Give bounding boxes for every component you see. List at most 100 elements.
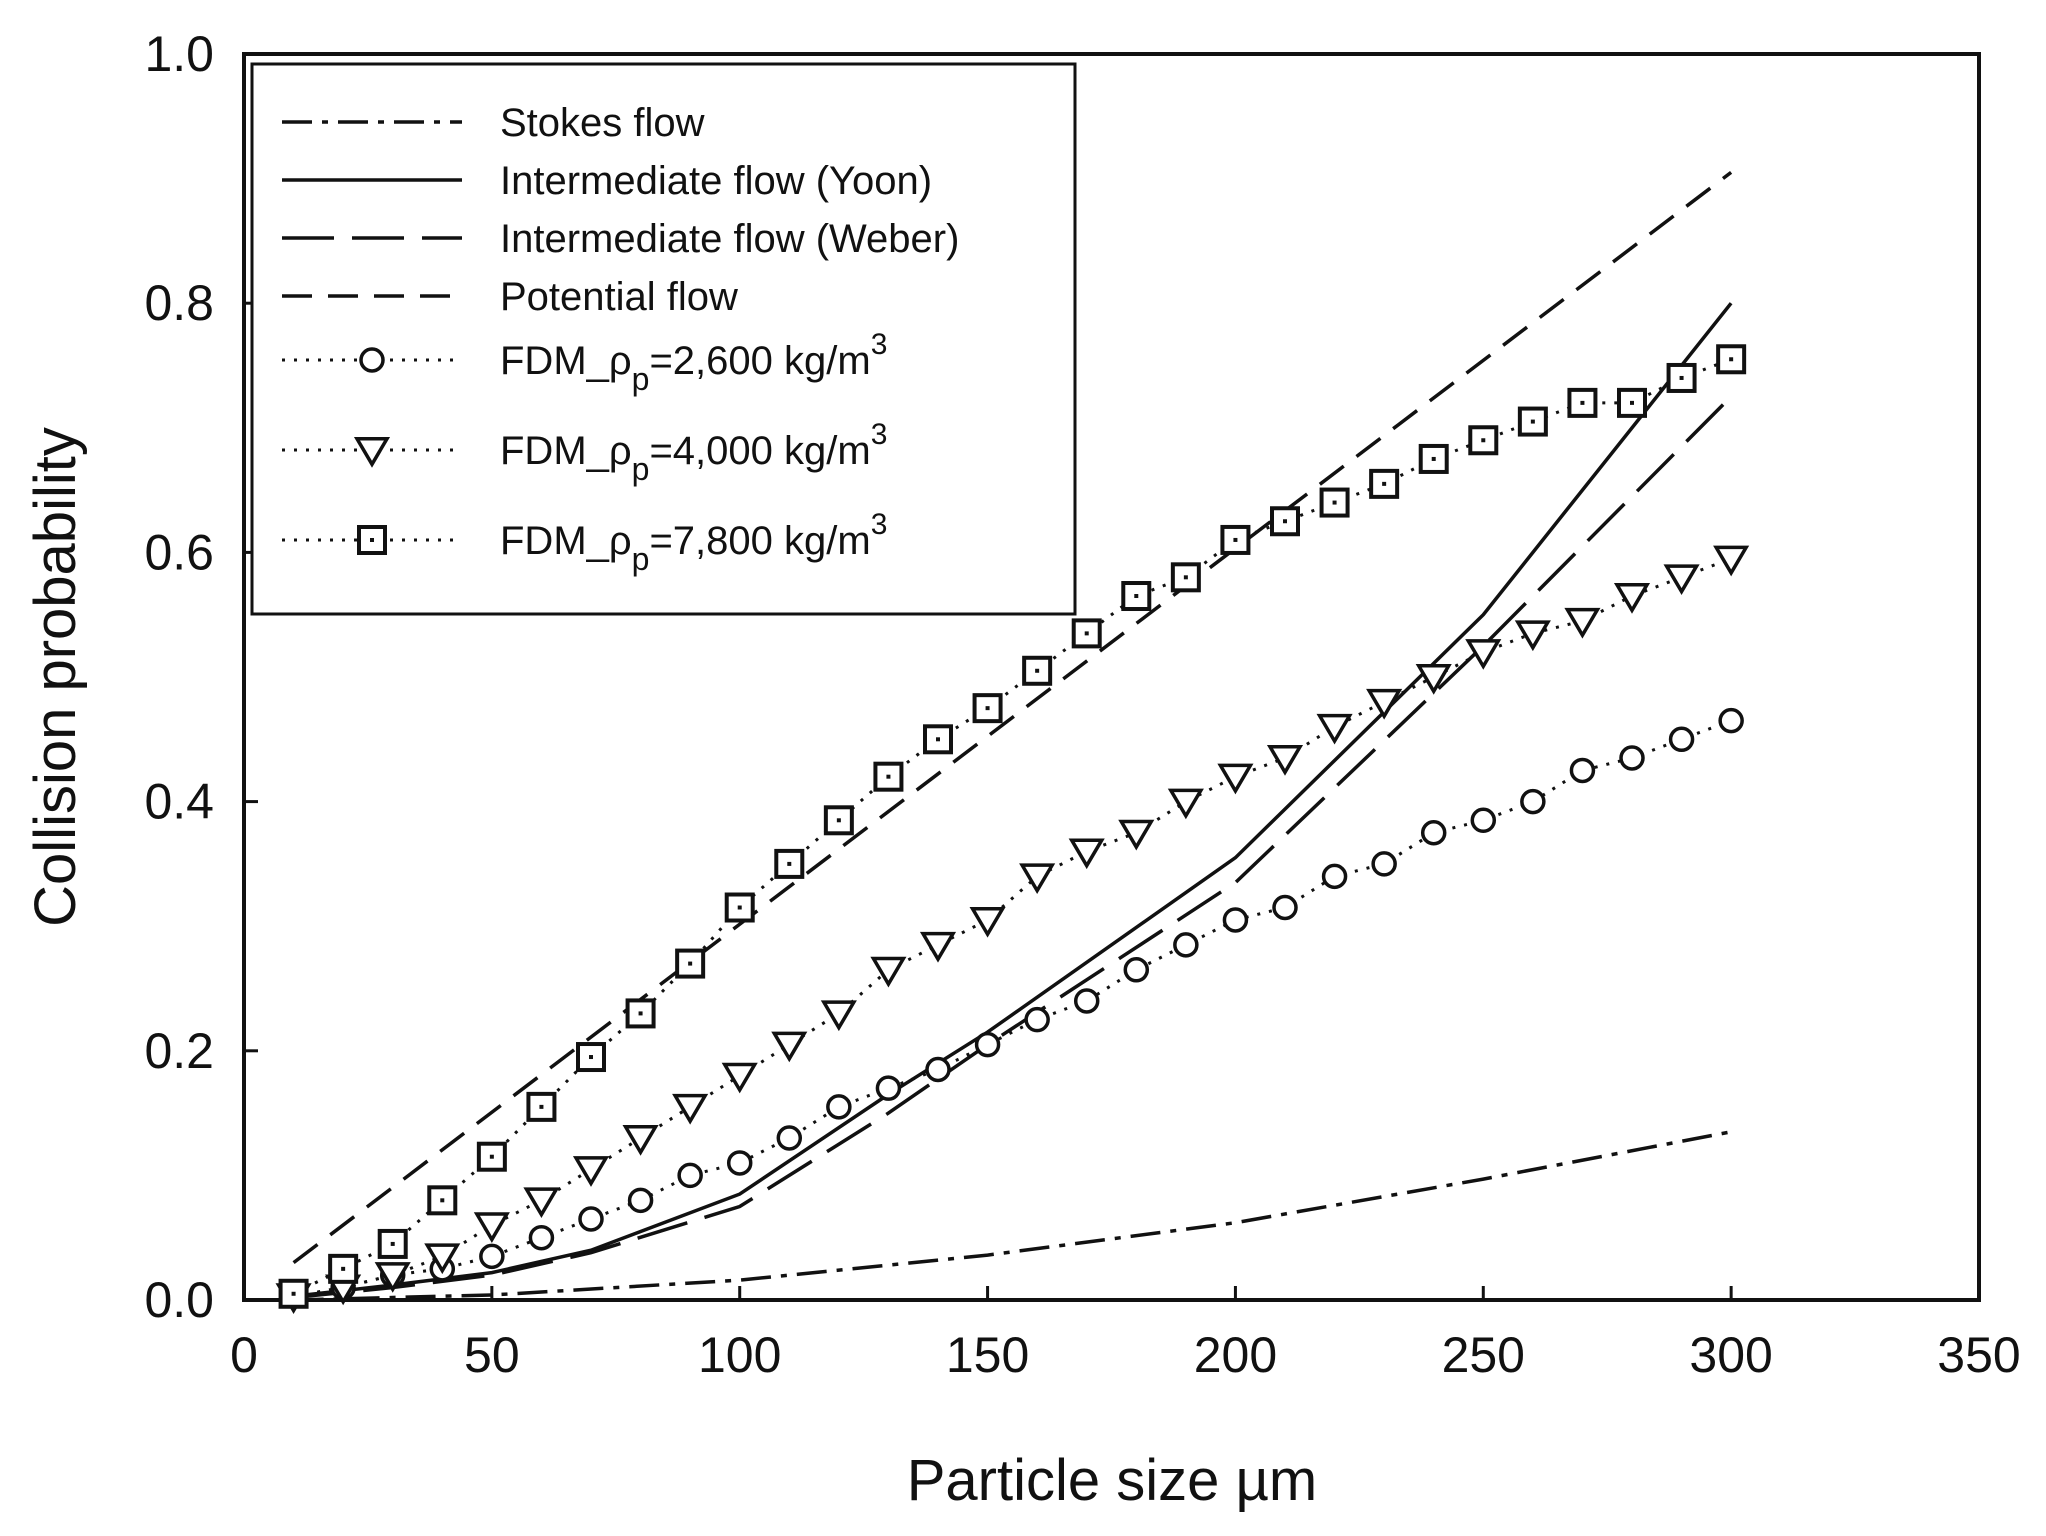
- series-line: [293, 557, 1732, 1298]
- x-tick-label: 250: [1442, 1327, 1525, 1383]
- data-point: [479, 1243, 505, 1270]
- data-point: [578, 1206, 604, 1232]
- data-point: [424, 1243, 461, 1275]
- data-point: [627, 1187, 654, 1214]
- data-point: [1418, 443, 1449, 474]
- data-point: [572, 1156, 610, 1187]
- data-point: [1321, 863, 1348, 890]
- data-point: [1569, 757, 1596, 784]
- data-point-dot: [1530, 419, 1535, 424]
- legend-item: Potential flow: [282, 275, 738, 319]
- series-line: [293, 1130, 1732, 1302]
- data-point: [473, 1212, 510, 1243]
- data-point: [1019, 863, 1056, 895]
- series-line: [293, 719, 1732, 1298]
- legend-label-part: FDM_ρ: [500, 339, 632, 383]
- data-point: [870, 956, 907, 988]
- legend-label-part: =2,600 kg/m: [649, 339, 870, 383]
- data-point-dot: [589, 1055, 593, 1060]
- data-point: [1465, 639, 1502, 670]
- legend-label-subscript: p: [632, 541, 650, 577]
- data-point: [1170, 562, 1201, 593]
- data-point-dot: [440, 1198, 445, 1203]
- series-6: [278, 344, 1747, 1309]
- y-axis-title: Collision probability: [23, 427, 88, 927]
- legend-label-superscript: 3: [871, 508, 888, 541]
- data-point: [1663, 564, 1700, 596]
- legend-label-superscript: 3: [871, 328, 888, 361]
- series-3: [292, 171, 1733, 1264]
- data-point-dot: [1233, 537, 1238, 542]
- data-point: [427, 1185, 458, 1216]
- data-point: [1668, 726, 1695, 753]
- data-point-dot: [489, 1154, 494, 1159]
- data-point: [374, 1262, 411, 1293]
- data-point: [1713, 545, 1750, 577]
- x-tick-label: 100: [698, 1327, 781, 1383]
- legend-label: Intermediate flow (Weber): [500, 217, 959, 261]
- data-point-dot: [688, 961, 693, 966]
- y-tick-label: 0.0: [144, 1272, 214, 1328]
- legend-label: Potential flow: [500, 275, 738, 319]
- y-tick-label: 0.2: [144, 1023, 214, 1079]
- data-point: [1068, 838, 1105, 870]
- data-point: [1167, 788, 1204, 820]
- legend-item: Intermediate flow (Yoon): [282, 159, 932, 203]
- series-4: [280, 707, 1744, 1310]
- data-point-dot: [1332, 500, 1337, 505]
- data-point: [771, 1031, 808, 1063]
- data-point-dot: [1035, 668, 1040, 673]
- data-point-dot: [341, 1266, 346, 1271]
- legend-label-part: FDM_ρ: [500, 429, 632, 473]
- legend-marker: [353, 437, 391, 468]
- data-point-dot: [737, 905, 742, 910]
- data-point-dot: [985, 706, 990, 711]
- data-point: [919, 931, 957, 963]
- data-point: [1217, 763, 1254, 795]
- data-point: [1270, 506, 1300, 537]
- data-point-dot: [886, 774, 891, 779]
- data-point: [672, 1093, 709, 1125]
- data-point: [1071, 618, 1102, 649]
- legend-label: FDM_ρp=2,600 kg/m3: [500, 328, 887, 397]
- data-point: [1514, 620, 1551, 652]
- data-point: [724, 892, 755, 923]
- y-tick-label: 1.0: [144, 26, 214, 82]
- data-point-dot: [390, 1241, 395, 1246]
- data-point-dot: [1481, 438, 1486, 443]
- x-tick-label: 50: [464, 1327, 520, 1383]
- x-tick-label: 300: [1689, 1327, 1772, 1383]
- data-point: [622, 1125, 659, 1156]
- legend-label: Stokes flow: [500, 101, 705, 145]
- legend-item: FDM_ρp=4,000 kg/m3: [282, 418, 887, 487]
- legend-label-superscript: 3: [871, 418, 888, 451]
- legend-marker: [359, 347, 385, 373]
- data-point: [1118, 819, 1155, 851]
- data-point: [1073, 988, 1100, 1014]
- data-point: [1619, 745, 1645, 771]
- data-point-dot: [1134, 594, 1139, 599]
- data-point-dot: [1183, 575, 1188, 580]
- x-axis-title: Particle size µm: [907, 1448, 1318, 1513]
- data-point: [1123, 957, 1150, 983]
- data-point: [278, 1278, 309, 1309]
- series-5: [275, 545, 1750, 1314]
- data-point-dot: [539, 1104, 544, 1109]
- legend-item: FDM_ρp=7,800 kg/m3: [282, 508, 887, 577]
- data-point: [875, 1075, 902, 1101]
- data-point: [721, 1062, 758, 1094]
- data-point: [820, 1000, 857, 1032]
- legend-label: FDM_ρp=4,000 kg/m3: [500, 418, 887, 487]
- legend-label-subscript: p: [632, 361, 650, 397]
- y-tick-label: 0.6: [144, 524, 214, 580]
- data-point: [969, 906, 1006, 938]
- legend-label-part: =7,800 kg/m: [649, 519, 870, 563]
- data-point: [1718, 707, 1744, 734]
- legend-label-subscript: p: [632, 451, 650, 487]
- data-point-dot: [836, 818, 841, 823]
- legend-item: Intermediate flow (Weber): [282, 217, 959, 261]
- plot-frame: [242, 52, 1981, 1302]
- x-tick-label: 0: [230, 1327, 258, 1383]
- data-point-dot: [1729, 357, 1734, 362]
